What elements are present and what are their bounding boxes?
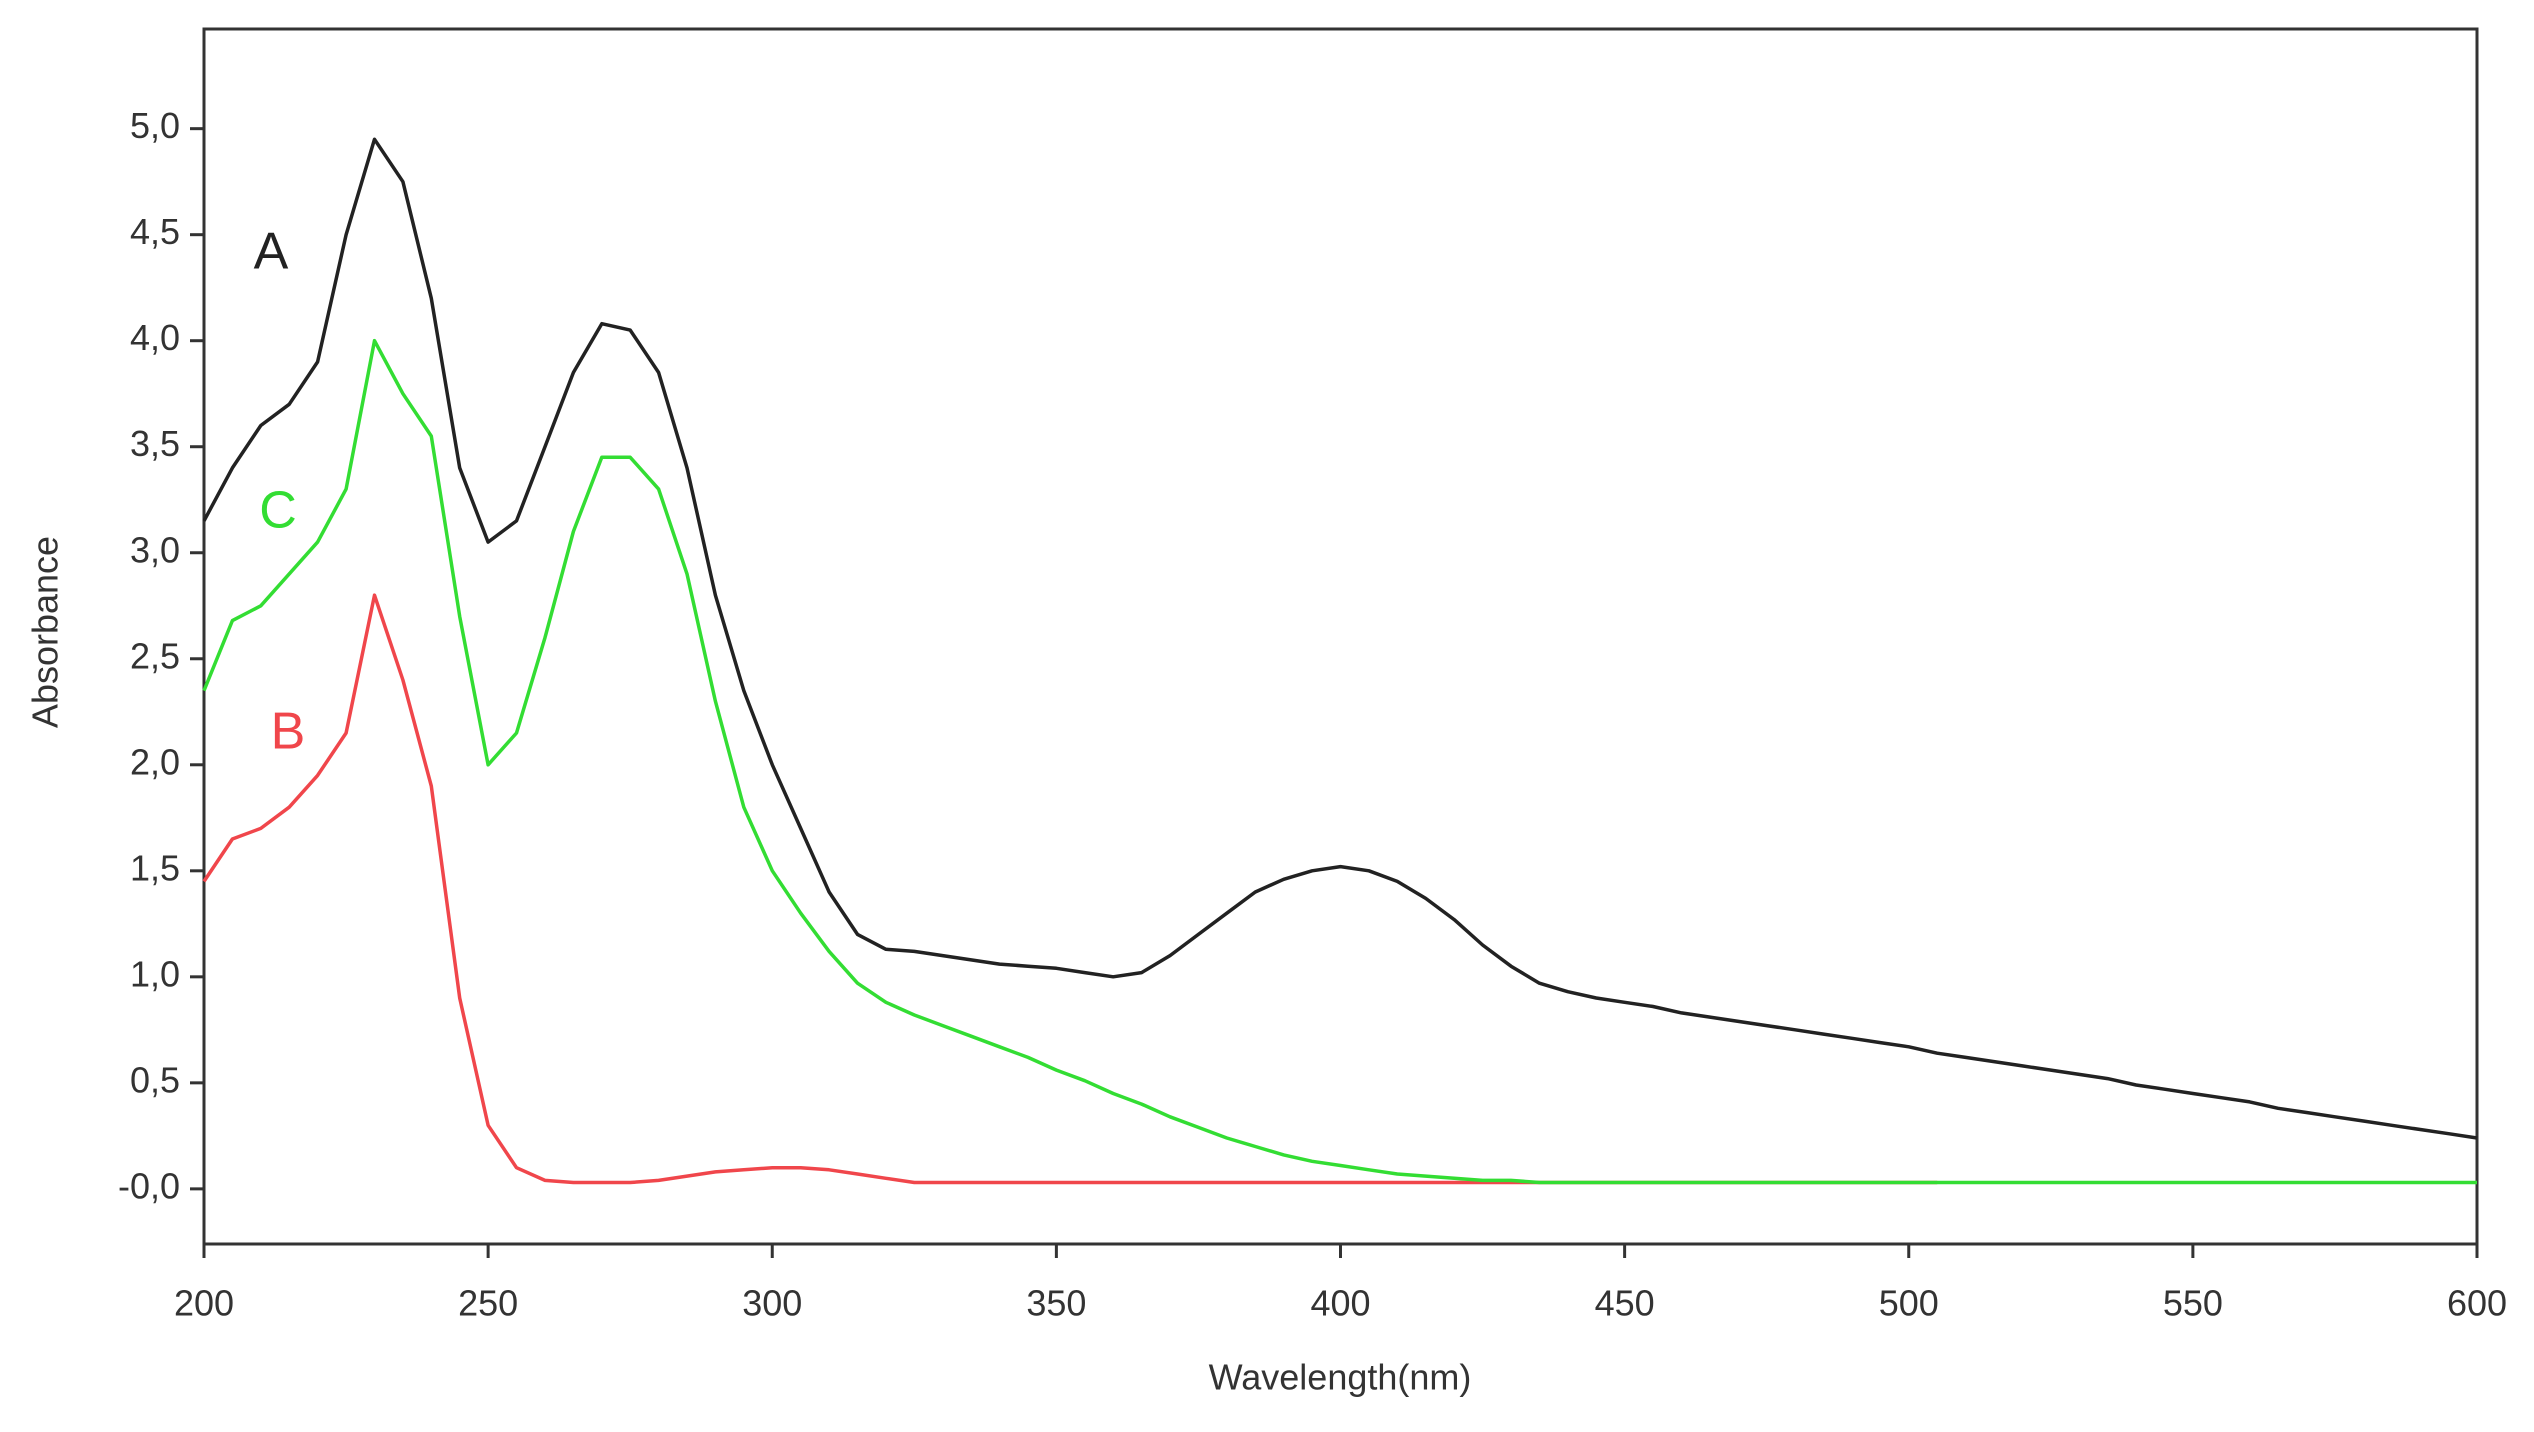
x-tick-label: 350 bbox=[1026, 1283, 1086, 1324]
y-tick-label: 3,5 bbox=[130, 423, 180, 464]
y-tick-label: 1,0 bbox=[130, 953, 180, 994]
series-line bbox=[202, 137, 2478, 1140]
x-tick-label: 550 bbox=[2163, 1283, 2223, 1324]
y-tick-label: -0,0 bbox=[118, 1165, 180, 1206]
series-label: C bbox=[259, 482, 297, 540]
x-tick-label: 200 bbox=[174, 1283, 234, 1324]
y-tick-label: 5,0 bbox=[130, 105, 180, 146]
series-line bbox=[202, 338, 2477, 1185]
x-tick-label: 600 bbox=[2447, 1283, 2507, 1324]
y-tick-label: 2,0 bbox=[130, 741, 180, 782]
y-tick-label: 3,0 bbox=[130, 529, 180, 570]
y-tick-label: 2,5 bbox=[130, 635, 180, 676]
y-tick-label: 4,5 bbox=[130, 211, 180, 252]
series-label: A bbox=[254, 223, 289, 281]
y-tick-label: 1,5 bbox=[130, 847, 180, 888]
y-tick-label: 0,5 bbox=[130, 1059, 180, 1100]
x-tick-label: 500 bbox=[1879, 1283, 1939, 1324]
x-axis-label: Wavelength(nm) bbox=[1209, 1357, 1472, 1398]
series-label: B bbox=[271, 703, 306, 761]
x-tick-label: 400 bbox=[1310, 1283, 1370, 1324]
x-tick-label: 450 bbox=[1595, 1283, 1655, 1324]
series-line bbox=[202, 593, 1938, 1185]
y-tick-label: 4,0 bbox=[130, 317, 180, 358]
x-tick-label: 300 bbox=[742, 1283, 802, 1324]
x-tick-label: 250 bbox=[458, 1283, 518, 1324]
y-axis-label: Absorbance bbox=[25, 536, 66, 728]
